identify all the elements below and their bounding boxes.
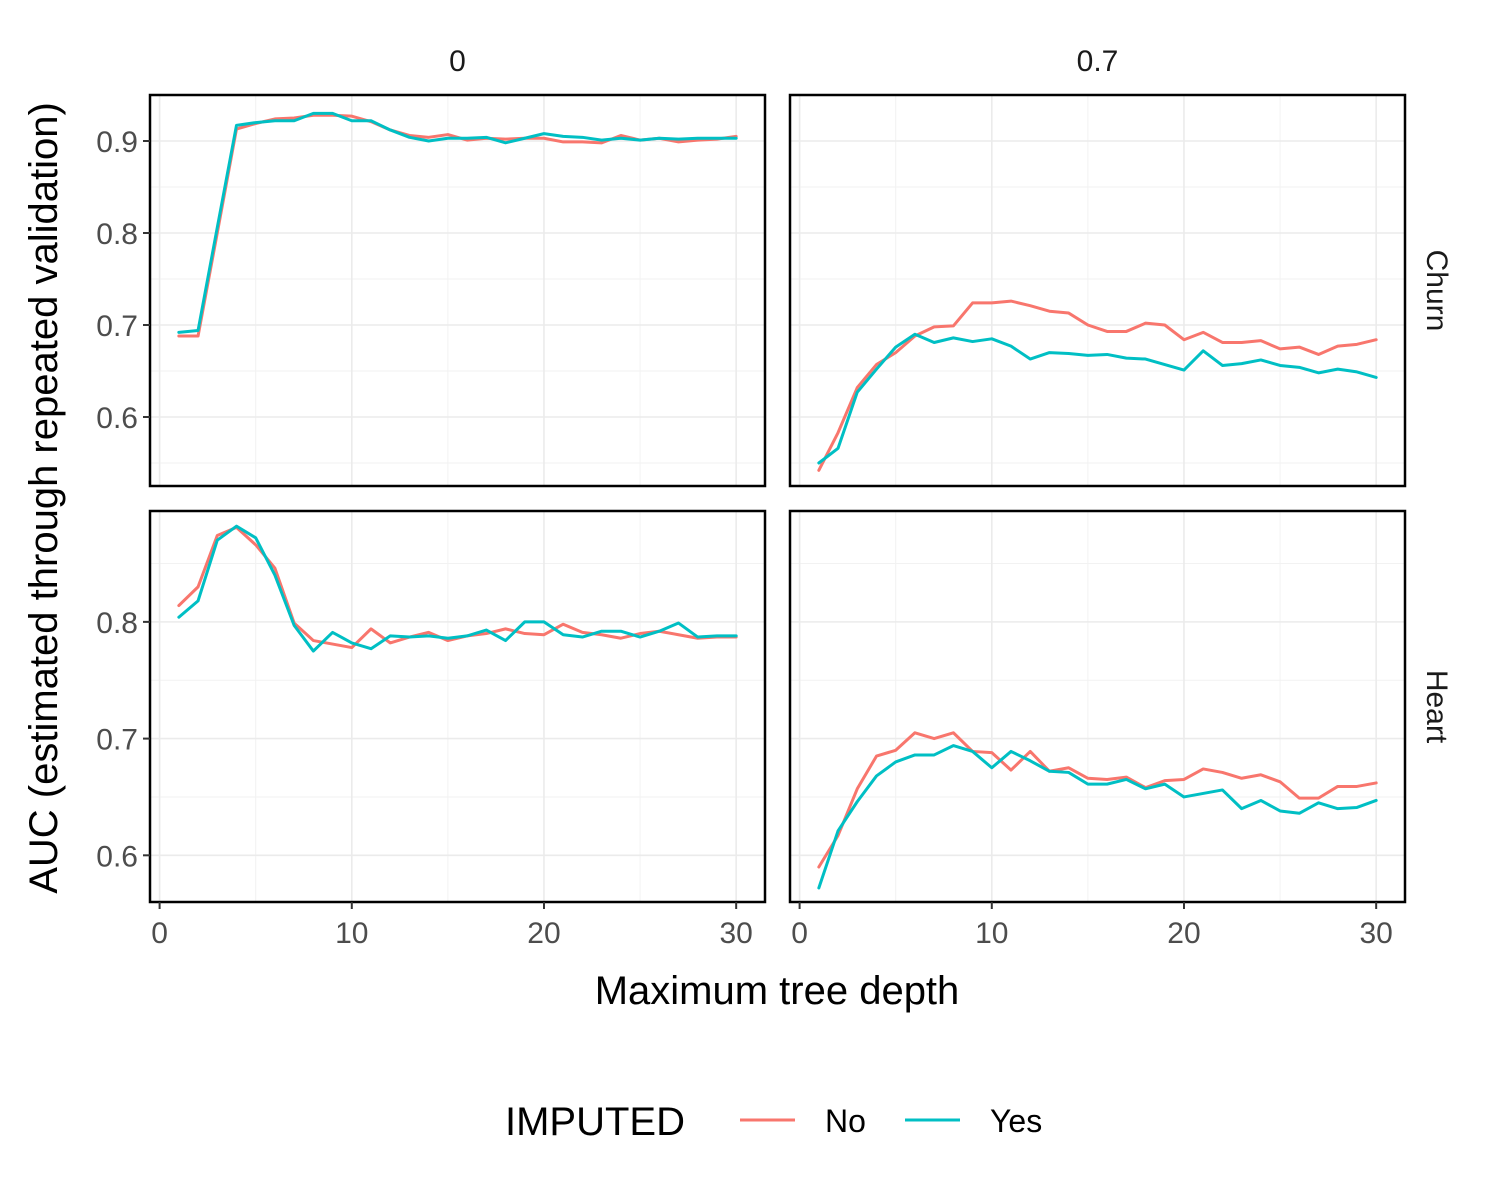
panel-border bbox=[148, 509, 767, 904]
series-line-yes bbox=[817, 332, 1378, 465]
x-tick-label: 30 bbox=[719, 917, 752, 950]
legend-label-no: No bbox=[825, 1103, 866, 1139]
facet-row-label: Heart bbox=[1420, 670, 1453, 744]
facet-row-label: Churn bbox=[1420, 250, 1453, 332]
x-tick-label: 10 bbox=[975, 917, 1008, 950]
series-line-yes bbox=[177, 524, 738, 653]
x-axis-title: Maximum tree depth bbox=[595, 969, 960, 1013]
facet-column-label: 0 bbox=[449, 45, 466, 78]
series-line-yes bbox=[817, 744, 1378, 890]
x-tick-label: 0 bbox=[791, 917, 808, 950]
x-tick-label: 20 bbox=[527, 917, 560, 950]
legend-title: IMPUTED bbox=[505, 1100, 685, 1144]
y-tick-label: 0.8 bbox=[96, 218, 138, 251]
panel-heart-0: 0.6 0.7 0.8 0 10 20 30 bbox=[96, 509, 767, 950]
panel-heart-0-7: 0 10 20 30 bbox=[788, 509, 1407, 950]
facet-column-label: 0.7 bbox=[1077, 45, 1119, 78]
y-tick-label: 0.9 bbox=[96, 126, 138, 159]
x-tick-label: 20 bbox=[1167, 917, 1200, 950]
series-line-yes bbox=[177, 111, 738, 334]
y-tick-label: 0.7 bbox=[96, 724, 138, 757]
y-tick-label: 0.6 bbox=[96, 402, 138, 435]
y-tick-label: 0.7 bbox=[96, 310, 138, 343]
legend: IMPUTED No Yes bbox=[505, 1100, 1042, 1144]
panel-border bbox=[788, 93, 1407, 488]
legend-label-yes: Yes bbox=[990, 1103, 1042, 1139]
panel-border bbox=[788, 509, 1407, 904]
facet-strips: 0 0.7 Churn Heart bbox=[449, 45, 1453, 744]
y-tick-label: 0.6 bbox=[96, 840, 138, 873]
panel-border bbox=[148, 93, 767, 488]
series-line-no bbox=[817, 731, 1378, 869]
y-tick-label: 0.8 bbox=[96, 607, 138, 640]
series-line-no bbox=[817, 299, 1378, 472]
x-tick-label: 30 bbox=[1359, 917, 1392, 950]
panel-churn-0: 0.6 0.7 0.8 0.9 bbox=[96, 93, 767, 488]
y-axis-title: AUC (estimated through repeated validati… bbox=[22, 102, 66, 894]
panels: 0.6 0.7 0.8 0.9 0.6 0.7 0.8 0 10 20 30 0 10 20 30 bbox=[96, 93, 1407, 950]
x-tick-label: 0 bbox=[151, 917, 168, 950]
panel-churn-0-7 bbox=[788, 93, 1407, 488]
x-tick-label: 10 bbox=[335, 917, 368, 950]
